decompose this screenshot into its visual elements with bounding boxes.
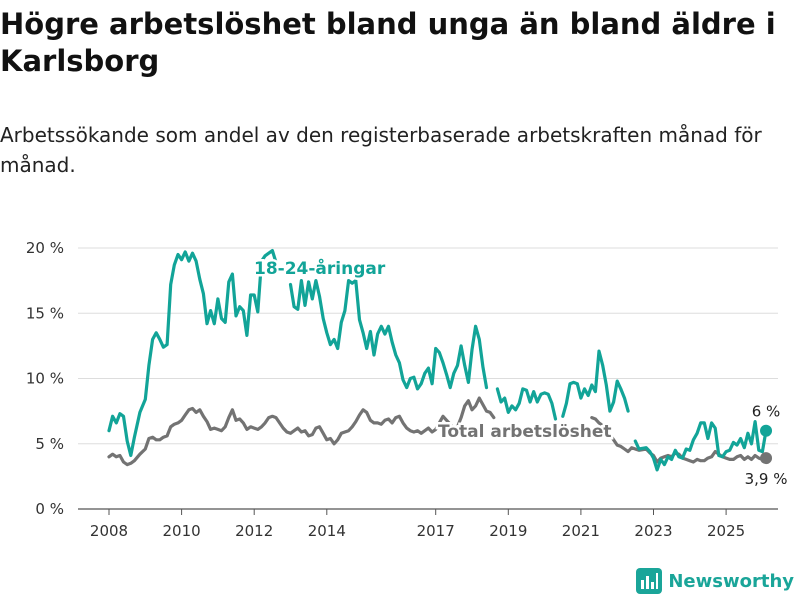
end-marker-total <box>760 452 773 465</box>
y-tick-label: 0 % <box>35 500 64 518</box>
chart-subtitle: Arbetssökande som andel av den registerb… <box>0 123 762 177</box>
x-tick-label: 2010 <box>163 522 201 540</box>
x-tick-label: 2014 <box>308 522 346 540</box>
brand-name: Newsworthy <box>668 570 794 592</box>
series-label-total: Total arbetslöshet <box>438 422 612 442</box>
x-tick-label: 2017 <box>417 522 455 540</box>
series-label-young: 18-24-åringar <box>254 257 386 279</box>
series-line-young <box>633 420 768 472</box>
x-tick-label: 2008 <box>90 522 128 540</box>
end-marker-young <box>760 424 773 437</box>
chart-logo-icon <box>636 568 663 594</box>
series-line-young <box>288 279 489 391</box>
end-value-total: 3,9 % <box>745 470 788 488</box>
y-tick-label: 20 % <box>26 239 64 257</box>
end-value-young: 6 % <box>752 403 781 421</box>
x-tick-label: 2019 <box>489 522 527 540</box>
x-tick-label: 2012 <box>235 522 273 540</box>
x-tick-label: 2025 <box>707 522 745 540</box>
chart-title: Högre arbetslöshet bland unga än bland ä… <box>0 7 776 78</box>
series-line-young <box>495 387 558 421</box>
y-tick-label: 5 % <box>35 435 64 453</box>
series-line-young <box>107 249 278 458</box>
x-tick-label: 2021 <box>562 522 600 540</box>
series-line-young <box>561 349 630 418</box>
y-tick-label: 15 % <box>26 304 64 322</box>
y-tick-label: 10 % <box>26 370 64 388</box>
series-line-total <box>107 396 496 467</box>
x-tick-label: 2023 <box>634 522 672 540</box>
brand-logo: Newsworthy <box>636 568 794 594</box>
